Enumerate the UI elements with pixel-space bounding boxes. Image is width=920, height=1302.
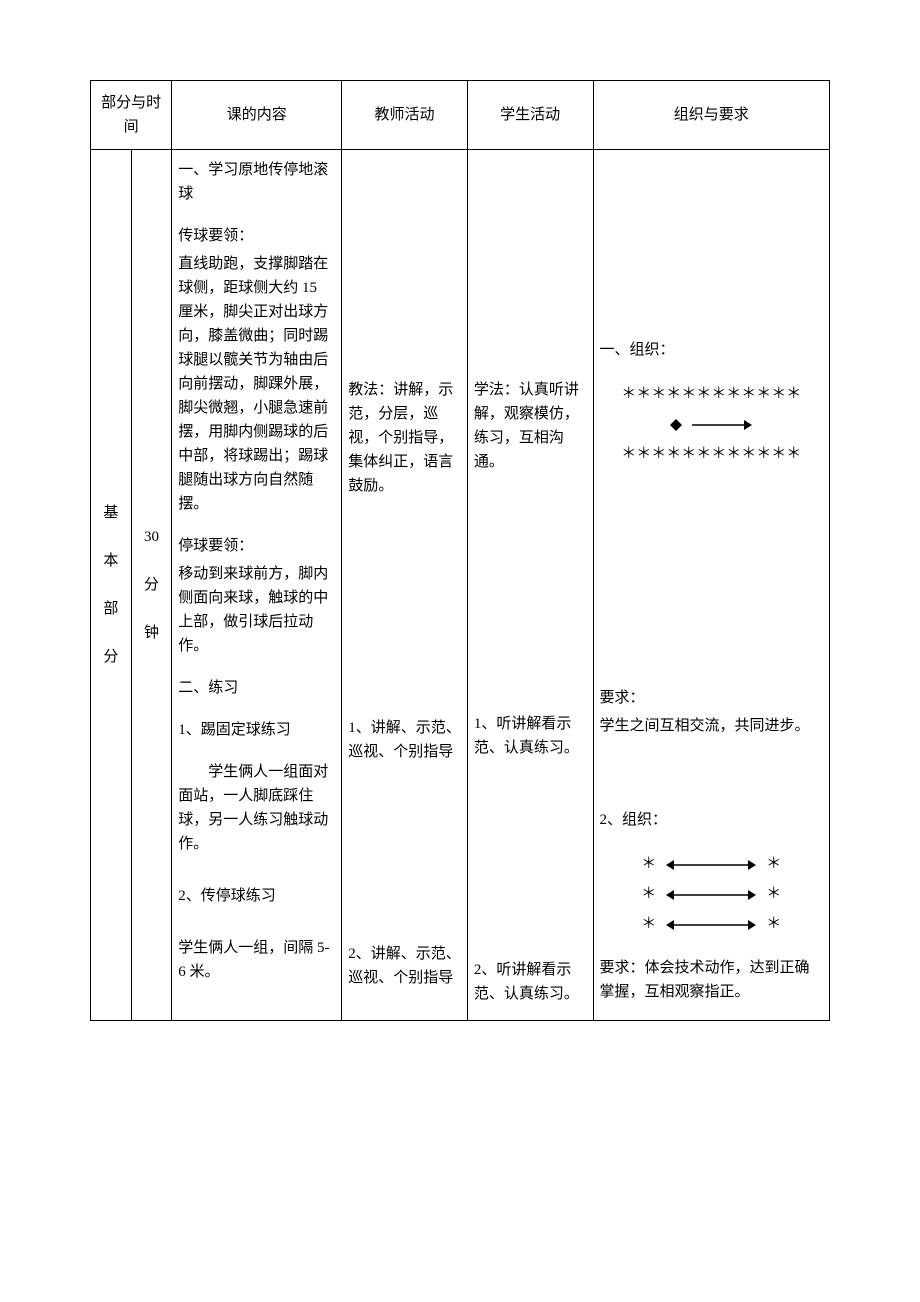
part-label: 本 xyxy=(97,537,125,585)
header-content: 课的内容 xyxy=(172,81,342,150)
time-label-cell: 30 分 钟 xyxy=(131,150,172,1021)
star-icon: ＊ xyxy=(766,852,781,876)
star-icon: ＊ xyxy=(766,882,781,906)
content-title-2: 二、练习 xyxy=(178,676,335,700)
req1-title: 要求： xyxy=(600,686,824,710)
star-icon: ＊ xyxy=(641,852,656,876)
time-label: 分 xyxy=(138,561,166,609)
org-title-2: 2、组织： xyxy=(600,808,824,832)
student-s2: 2、听讲解看示范、认真练习。 xyxy=(474,958,587,1006)
content-title-1: 一、学习原地传停地滚球 xyxy=(178,158,335,206)
time-label: 30 xyxy=(138,513,166,561)
ex1-title: 1、踢固定球练习 xyxy=(178,718,335,742)
organization-cell: 一、组织： ＊＊＊＊＊＊＊＊＊＊＊＊ ＊＊＊＊＊＊＊＊＊＊＊＊ 要求： xyxy=(593,150,830,1021)
pass-title: 传球要领： xyxy=(178,224,335,248)
lesson-plan-table: 部分与时间 课的内容 教师活动 学生活动 组织与要求 基 本 部 分 30 分 … xyxy=(90,80,830,1021)
time-label: 钟 xyxy=(138,609,166,657)
header-org: 组织与要求 xyxy=(593,81,830,150)
req1-detail: 学生之间互相交流，共同进步。 xyxy=(600,714,824,738)
star-row: ＊＊＊＊＊＊＊＊＊＊＊＊ xyxy=(600,382,824,406)
pass-detail: 直线助跑，支撑脚踏在球侧，距球侧大约 15 厘米，脚尖正对出球方向，膝盖微曲；同… xyxy=(178,252,335,516)
pair-row: ＊ ＊ xyxy=(600,852,824,876)
star-icon: ＊ xyxy=(641,912,656,936)
lesson-content-cell: 一、学习原地传停地滚球 传球要领： 直线助跑，支撑脚踏在球侧，距球侧大约 15 … xyxy=(172,150,342,1021)
pair-row: ＊ ＊ xyxy=(600,912,824,936)
teacher-t2: 2、讲解、示范、巡视、个别指导 xyxy=(348,942,461,990)
ex1-detail: 学生俩人一组面对面站，一人脚底踩住球，另一人练习触球动作。 xyxy=(178,760,335,856)
formation-diagram-2: ＊ ＊ ＊ ＊ ＊ xyxy=(600,852,824,936)
table-content-row: 基 本 部 分 30 分 钟 一、学习原地传停地滚球 传球要领： 直线助跑，支撑… xyxy=(91,150,830,1021)
student-activity-cell: 学法：认真听讲解，观察模仿，练习，互相沟通。 1、听讲解看示范、认真练习。 2、… xyxy=(467,150,593,1021)
pair-row: ＊ ＊ xyxy=(600,882,824,906)
header-teacher: 教师活动 xyxy=(342,81,468,150)
ex2-detail: 学生俩人一组，间隔 5-6 米。 xyxy=(178,936,335,984)
part-label: 部 xyxy=(97,585,125,633)
part-label: 基 xyxy=(97,489,125,537)
header-student: 学生活动 xyxy=(467,81,593,150)
part-label: 分 xyxy=(97,633,125,681)
org-title-1: 一、组织： xyxy=(600,338,824,362)
star-row: ＊＊＊＊＊＊＊＊＊＊＊＊ xyxy=(600,442,824,466)
arrow-both-icon xyxy=(666,882,756,906)
teacher-method: 教法：讲解，示范，分层，巡视，个别指导，集体纠正，语言鼓励。 xyxy=(348,378,461,498)
req2: 要求：体会技术动作，达到正确掌握，互相观察指正。 xyxy=(600,956,824,1004)
star-icon: ＊ xyxy=(641,882,656,906)
header-part-time: 部分与时间 xyxy=(91,81,172,150)
arrow-both-icon xyxy=(666,852,756,876)
ex2-title: 2、传停球练习 xyxy=(178,884,335,908)
stop-detail: 移动到来球前方，脚内侧面向来球，触球的中上部，做引球后拉动作。 xyxy=(178,562,335,658)
teacher-activity-cell: 教法：讲解，示范，分层，巡视，个别指导，集体纠正，语言鼓励。 1、讲解、示范、巡… xyxy=(342,150,468,1021)
student-s1: 1、听讲解看示范、认真练习。 xyxy=(474,712,587,760)
arrow-both-icon xyxy=(666,912,756,936)
stop-title: 停球要领： xyxy=(178,534,335,558)
lesson-plan-page: 部分与时间 课的内容 教师活动 学生活动 组织与要求 基 本 部 分 30 分 … xyxy=(90,80,830,1021)
diamond-icon xyxy=(670,412,682,436)
part-label-cell: 基 本 部 分 xyxy=(91,150,132,1021)
student-method: 学法：认真听讲解，观察模仿，练习，互相沟通。 xyxy=(474,378,587,474)
teacher-t1: 1、讲解、示范、巡视、个别指导 xyxy=(348,716,461,764)
table-header-row: 部分与时间 课的内容 教师活动 学生活动 组织与要求 xyxy=(91,81,830,150)
arrow-right-icon xyxy=(692,412,752,436)
formation-diagram-1: ＊＊＊＊＊＊＊＊＊＊＊＊ ＊＊＊＊＊＊＊＊＊＊＊＊ xyxy=(600,382,824,466)
star-icon: ＊ xyxy=(766,912,781,936)
formation-arrow-row xyxy=(600,412,824,436)
